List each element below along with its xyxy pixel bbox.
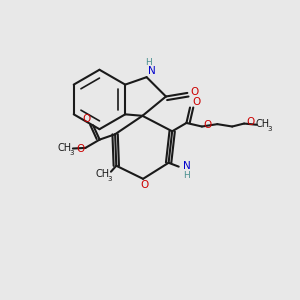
Text: O: O [204, 120, 212, 130]
Text: O: O [192, 97, 201, 107]
Text: O: O [140, 180, 148, 190]
Text: O: O [76, 143, 84, 154]
Text: 3: 3 [267, 126, 272, 132]
Text: 3: 3 [107, 176, 112, 182]
Text: CH: CH [256, 119, 270, 129]
Text: N: N [148, 66, 156, 76]
Text: O: O [190, 87, 199, 97]
Text: 3: 3 [70, 150, 74, 156]
Text: N: N [183, 161, 190, 171]
Text: CH: CH [96, 169, 110, 179]
Text: H: H [183, 171, 190, 180]
Text: O: O [82, 114, 91, 124]
Text: O: O [246, 117, 254, 128]
Text: H: H [146, 58, 152, 67]
Text: CH: CH [58, 143, 72, 153]
